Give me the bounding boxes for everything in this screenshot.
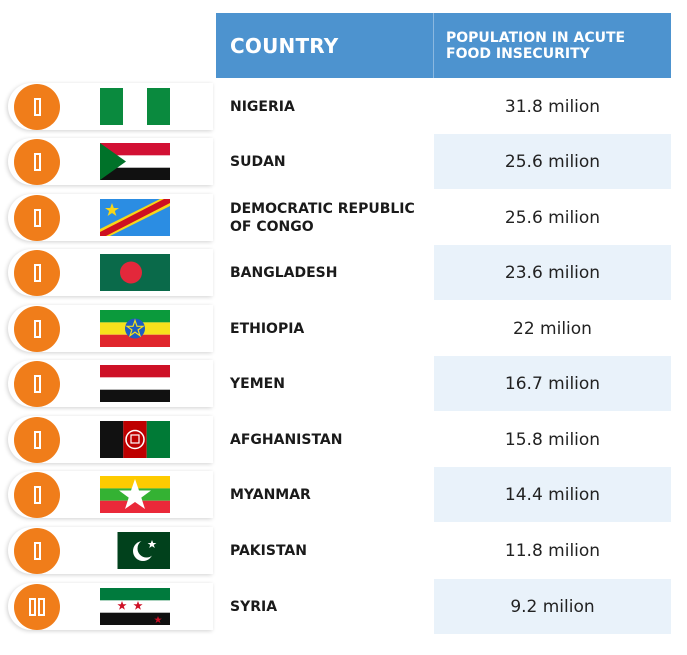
rank-badge [14,472,60,518]
population-value: 15.8 milion [504,429,601,450]
country-name: ETHIOPIA [230,320,305,337]
table-header: COUNTRY POPULATION IN ACUTE FOOD INSECUR… [216,13,671,78]
syria-flag-icon [100,588,170,625]
table-row: MYANMAR 14.4 milion [0,467,671,522]
rank-badge [14,84,60,130]
header-divider [433,13,434,78]
rank-badge [14,528,60,574]
table-row: YEMEN 16.7 milion [0,356,671,411]
rank-glyph-icon [33,98,41,116]
table-row: AFGHANISTAN 15.8 milion [0,412,671,467]
rank-glyph-icon [33,542,41,560]
table-row: BANGLADESH 23.6 milion [0,245,671,300]
country-name: PAKISTAN [230,542,307,559]
rank-glyph-icon [33,209,41,227]
rank-glyph-icon [38,598,45,616]
yemen-flag-icon [100,365,170,402]
table-row: SYRIA 9.2 milion [0,579,671,634]
rank-glyph-icon [29,598,36,616]
rank-badge [14,139,60,185]
rank-badge [14,195,60,241]
rank-badge [14,361,60,407]
rank-glyph-icon [33,431,41,449]
rank-badge [14,417,60,463]
rank-glyph-icon [33,153,41,171]
population-value: 25.6 milion [434,134,671,189]
rank-glyph-icon [33,320,41,338]
sudan-flag-icon [100,143,170,180]
population-value: 31.8 milion [504,96,601,117]
table-row: ETHIOPIA 22 milion [0,301,671,356]
rank-badge [14,584,60,630]
table-row: PAKISTAN 11.8 milion [0,523,671,578]
country-name: BANGLADESH [230,264,338,281]
population-value: 16.7 milion [434,356,671,411]
bangladesh-flag-icon [100,254,170,291]
country-name: DEMOCRATIC REPUBLIC OF CONGO [230,200,415,235]
table-row: DEMOCRATIC REPUBLIC OF CONGO 25.6 milion [0,190,671,245]
afghanistan-flag-icon [100,421,170,458]
country-name: SUDAN [230,153,286,170]
country-name: NIGERIA [230,98,295,115]
nigeria-flag-icon [100,88,170,125]
ethiopia-flag-icon [100,310,170,347]
rank-glyph-icon [33,375,41,393]
population-value: 11.8 milion [504,540,601,561]
table-row: NIGERIA 31.8 milion [0,79,671,134]
country-name: MYANMAR [230,486,311,503]
population-value: 22 milion [513,318,592,339]
country-name: YEMEN [230,375,285,392]
rank-glyph-icon [33,486,41,504]
population-value: 23.6 milion [434,245,671,300]
table-row: SUDAN 25.6 milion [0,134,671,189]
population-column-header: POPULATION IN ACUTE FOOD INSECURITY [446,29,626,62]
pakistan-flag-icon [100,532,170,569]
population-value: 25.6 milion [504,207,601,228]
rank-glyph-icon [33,264,41,282]
population-value: 14.4 milion [434,467,671,522]
country-column-header: COUNTRY [230,33,339,58]
country-name: AFGHANISTAN [230,431,343,448]
country-name: SYRIA [230,598,278,615]
population-value: 9.2 milion [434,579,671,634]
myanmar-flag-icon [100,476,170,513]
dr-congo-flag-icon [100,199,170,236]
rank-badge [14,250,60,296]
rank-badge [14,306,60,352]
